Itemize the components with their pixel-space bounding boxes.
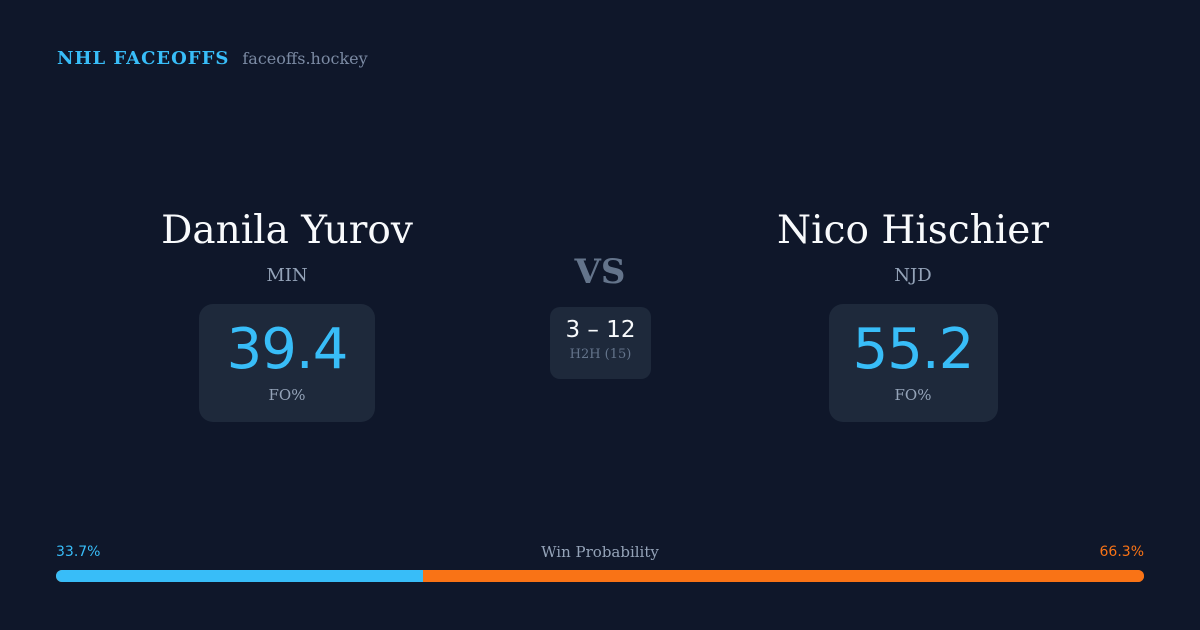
fo-pct-label: FO% <box>268 386 306 404</box>
player-name: Danila Yurov <box>161 208 413 253</box>
fo-pct-value: 39.4 <box>226 317 349 382</box>
fo-pct-value: 55.2 <box>852 317 975 382</box>
fo-pct-card: 39.4 FO% <box>199 304 375 422</box>
brand-url: faceoffs.hockey <box>242 49 368 68</box>
win-prob-bar-right <box>422 570 1144 582</box>
win-prob-left: 33.7% <box>56 544 101 560</box>
h2h-label: H2H (15) <box>569 347 632 362</box>
h2h-score: 3 – 12 <box>565 317 636 343</box>
win-probability: 33.7% Win Probability 66.3% <box>56 543 1144 582</box>
brand-name: NHL FACEOFFS <box>57 48 230 69</box>
player-left: Danila Yurov MIN 39.4 FO% <box>87 205 487 422</box>
player-right: Nico Hischier NJD 55.2 FO% <box>713 205 1113 422</box>
fo-pct-label: FO% <box>894 386 932 404</box>
h2h-card: 3 – 12 H2H (15) <box>550 307 651 379</box>
player-name: Nico Hischier <box>777 208 1049 253</box>
win-prob-bar <box>56 570 1144 582</box>
player-team: MIN <box>266 265 308 286</box>
vs-label: VS <box>574 252 626 292</box>
fo-pct-card: 55.2 FO% <box>828 304 998 422</box>
brand-header: NHL FACEOFFS faceoffs.hockey <box>57 48 368 69</box>
win-prob-right: 66.3% <box>1099 544 1144 560</box>
win-prob-bar-left <box>56 570 423 582</box>
win-prob-title: Win Probability <box>541 543 659 561</box>
player-team: NJD <box>894 265 932 286</box>
